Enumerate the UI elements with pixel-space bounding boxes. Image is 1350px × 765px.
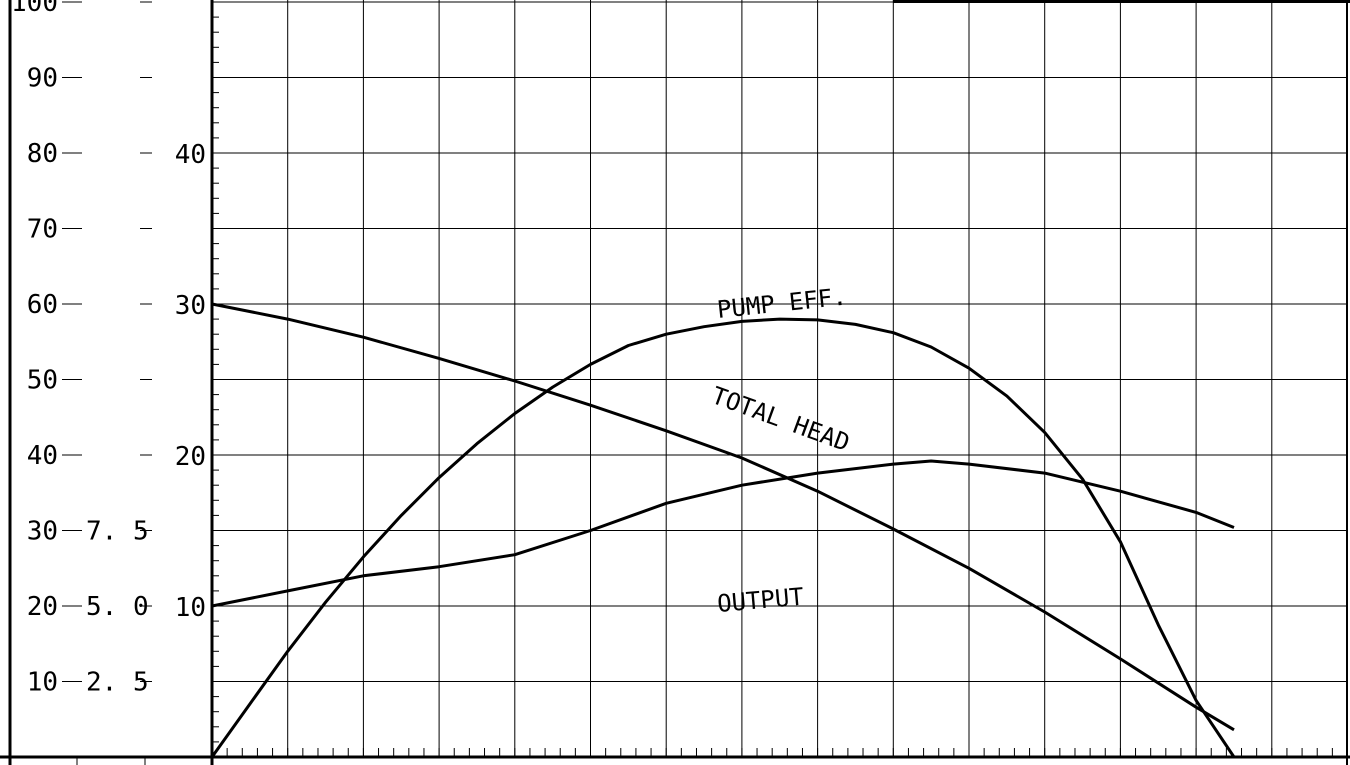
percent-tick-label: 30 [27, 517, 58, 547]
kw-tick-label: 2. 5 [86, 668, 149, 698]
tick-labels: 100 90 80 70 60 50 40 30 20 10 7. 5 5. 0 2. 5 40 30 20 1… [11, 0, 206, 698]
percent-tick-label: 60 [27, 290, 58, 320]
percent-tick-label: 80 [27, 139, 58, 169]
percent-tick-label: 10 [27, 668, 58, 698]
head-tick-label: 20 [175, 442, 206, 472]
total-head-curve [211, 302, 1235, 732]
head-tick-label: 40 [175, 140, 206, 170]
percent-tick-label: 90 [27, 64, 58, 94]
percent-tick-label: 50 [27, 366, 58, 396]
head-tick-label: 30 [175, 291, 206, 321]
percent-tick-label: 70 [27, 215, 58, 245]
curves [210, 302, 1236, 758]
pump-eff-curve [210, 317, 1236, 758]
percent-tick-label: 20 [27, 592, 58, 622]
percent-tick-label: 100 [11, 0, 58, 18]
output-curve [211, 459, 1235, 608]
kw-tick-label: 7. 5 [86, 517, 149, 547]
kw-tick-label: 5. 0 [86, 592, 149, 622]
percent-tick-label: 40 [27, 441, 58, 471]
head-tick-label: 10 [175, 593, 206, 623]
